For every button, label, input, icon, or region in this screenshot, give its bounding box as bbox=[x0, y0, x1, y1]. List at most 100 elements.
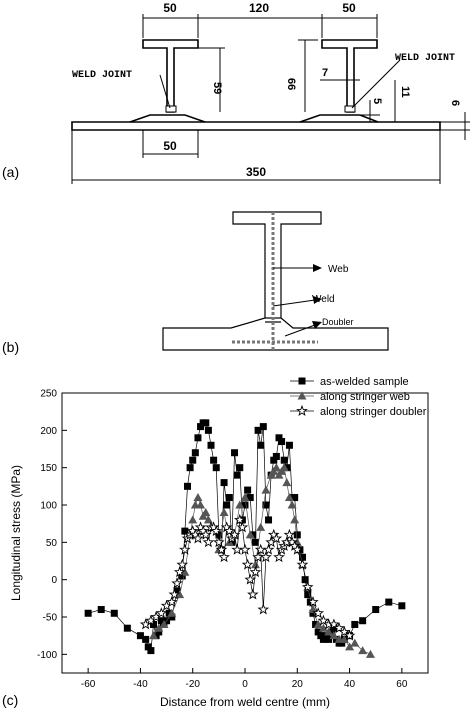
data-point-series-1 bbox=[275, 434, 283, 442]
dim-7: 7 bbox=[322, 67, 328, 79]
data-point-series-1 bbox=[231, 449, 239, 457]
data-point-series-3 bbox=[244, 573, 257, 585]
data-point-series-2 bbox=[339, 634, 349, 643]
data-point-series-1 bbox=[359, 617, 367, 625]
dim-59: 59 bbox=[211, 82, 223, 94]
data-point-series-1 bbox=[257, 441, 265, 449]
data-point-series-3 bbox=[302, 580, 314, 593]
data-point-series-1 bbox=[84, 609, 92, 617]
data-point-series-1 bbox=[372, 606, 380, 614]
data-point-series-3 bbox=[202, 536, 215, 548]
data-point-series-1 bbox=[157, 617, 165, 625]
data-point-series-1 bbox=[186, 464, 194, 472]
data-point-series-3 bbox=[192, 532, 204, 544]
data-point-series-2 bbox=[287, 500, 297, 509]
data-point-series-2 bbox=[365, 649, 375, 658]
data-point-series-1 bbox=[191, 449, 199, 457]
data-point-series-2 bbox=[313, 619, 323, 628]
data-point-series-1 bbox=[194, 434, 202, 442]
data-point-series-2 bbox=[261, 485, 271, 494]
data-point-series-2 bbox=[350, 638, 360, 647]
data-point-series-2 bbox=[279, 463, 289, 472]
data-point-series-2 bbox=[290, 515, 300, 524]
data-point-series-3 bbox=[296, 558, 309, 570]
data-point-series-3 bbox=[262, 543, 275, 555]
y-tick-label: 0 bbox=[51, 575, 57, 586]
data-point-series-3 bbox=[291, 543, 304, 555]
data-point-series-2 bbox=[154, 623, 164, 632]
data-point-series-1 bbox=[398, 602, 406, 610]
data-point-series-2 bbox=[308, 605, 318, 614]
data-point-series-1 bbox=[204, 426, 212, 434]
data-point-series-2 bbox=[324, 627, 334, 636]
data-point-series-3 bbox=[168, 588, 181, 600]
data-point-series-2 bbox=[245, 530, 255, 539]
web-arrow-icon bbox=[313, 264, 322, 272]
data-point-series-1 bbox=[147, 647, 155, 655]
data-point-series-1 bbox=[314, 628, 322, 636]
data-point-series-1 bbox=[333, 635, 340, 643]
legend-marker bbox=[296, 404, 308, 416]
data-point-series-1 bbox=[330, 624, 338, 632]
data-point-series-1 bbox=[223, 501, 231, 509]
data-point-series-3 bbox=[233, 513, 246, 525]
data-point-series-1 bbox=[189, 456, 197, 464]
data-point-series-3 bbox=[228, 528, 241, 540]
base-plate bbox=[71, 121, 441, 131]
data-point-series-3 bbox=[176, 558, 188, 570]
data-point-series-1 bbox=[168, 613, 176, 621]
data-point-series-1 bbox=[152, 632, 160, 640]
dim-350: 350 bbox=[246, 165, 266, 179]
x-tick-label: 60 bbox=[396, 679, 408, 690]
data-point-series-1 bbox=[212, 464, 220, 472]
doubler-label: Doubler bbox=[322, 317, 354, 327]
data-point-series-3 bbox=[236, 521, 249, 533]
series-line-1 bbox=[88, 422, 402, 652]
data-point-series-3 bbox=[249, 566, 262, 578]
y-tick-label: 50 bbox=[46, 538, 58, 549]
data-point-series-3 bbox=[215, 543, 228, 555]
data-point-series-1 bbox=[142, 635, 150, 643]
data-point-series-1 bbox=[291, 494, 299, 502]
dim-6: 6 bbox=[449, 100, 461, 106]
data-point-series-2 bbox=[180, 567, 190, 576]
weld-joint-label-left: WELD JOINT bbox=[72, 70, 132, 81]
data-point-series-2 bbox=[159, 619, 169, 628]
data-point-series-2 bbox=[284, 493, 294, 502]
data-point-series-3 bbox=[210, 524, 223, 537]
data-point-series-2 bbox=[196, 500, 206, 509]
data-point-series-2 bbox=[188, 515, 198, 524]
data-point-series-1 bbox=[233, 471, 241, 479]
dim-top-right: 50 bbox=[342, 1, 356, 15]
y-tick-label: 100 bbox=[40, 501, 57, 512]
data-point-series-1 bbox=[283, 464, 291, 472]
data-point-series-2 bbox=[235, 500, 245, 509]
data-point-series-1 bbox=[207, 441, 215, 449]
data-point-series-1 bbox=[285, 441, 293, 449]
left-weld-joint bbox=[165, 105, 177, 113]
dim-top-left: 50 bbox=[163, 1, 177, 15]
data-point-series-3 bbox=[155, 607, 168, 619]
legend-label: along stringer doubler bbox=[320, 406, 427, 418]
panel-b-label: (b) bbox=[2, 339, 19, 355]
data-point-series-1 bbox=[301, 576, 309, 584]
x-tick-label: -60 bbox=[81, 679, 96, 690]
data-point-series-3 bbox=[218, 551, 230, 563]
x-axis-label: Distance from weld centre (mm) bbox=[160, 695, 330, 709]
data-point-series-1 bbox=[183, 482, 191, 490]
measurement-path-schematic: Web Weld Doubler (b) bbox=[2, 211, 389, 355]
data-point-series-3 bbox=[179, 543, 191, 555]
y-tick-label: -50 bbox=[43, 613, 58, 624]
x-tick-label: 0 bbox=[242, 679, 248, 690]
data-point-series-1 bbox=[262, 501, 270, 509]
data-point-series-2 bbox=[203, 515, 213, 524]
data-point-series-1 bbox=[280, 456, 288, 464]
y-tick-label: 200 bbox=[40, 426, 57, 437]
data-point-series-1 bbox=[225, 494, 233, 502]
data-point-series-1 bbox=[304, 591, 312, 599]
data-point-series-2 bbox=[256, 522, 266, 531]
data-point-series-1 bbox=[351, 620, 359, 628]
data-point-series-1 bbox=[241, 501, 249, 509]
data-point-series-1 bbox=[236, 464, 244, 472]
data-point-series-1 bbox=[228, 538, 236, 546]
